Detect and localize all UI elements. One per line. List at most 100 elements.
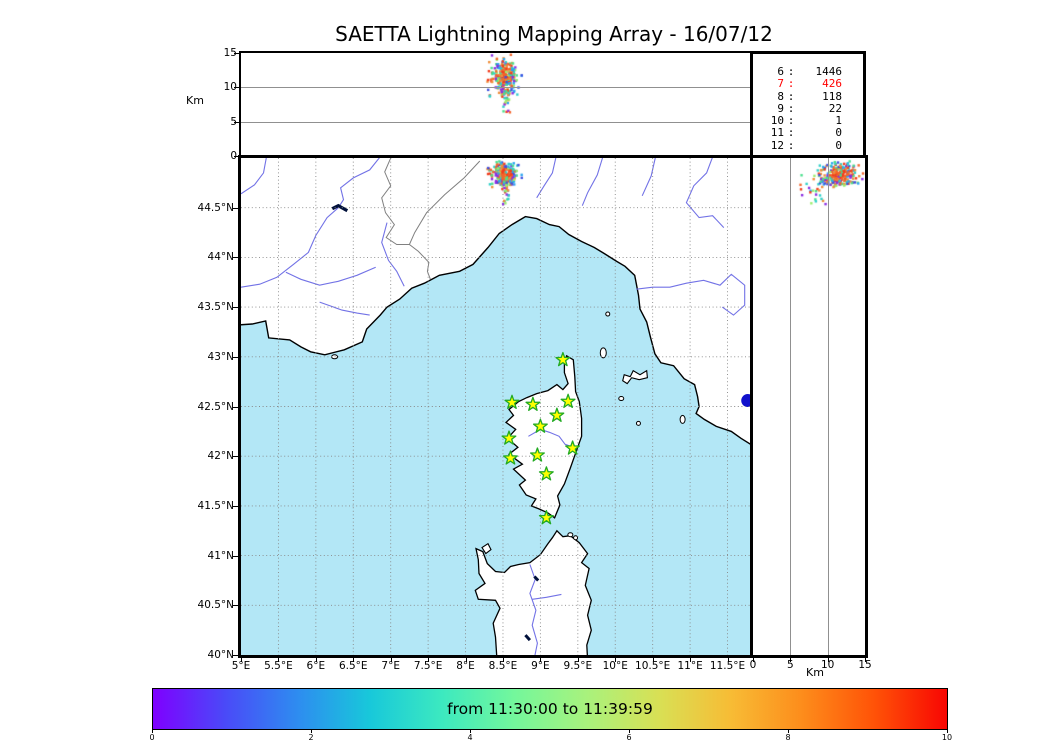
right-xtick-label: 15 xyxy=(858,659,872,671)
map-lon-tick xyxy=(690,658,692,662)
map-lon-tick-label: 6°E xyxy=(306,660,326,672)
map-lat-tick xyxy=(233,207,238,209)
count-row: 11:0 xyxy=(770,126,842,140)
map-lon-tick xyxy=(615,658,617,662)
map-lat-tick-label: 43°N xyxy=(207,350,234,363)
colorbar-tick xyxy=(470,730,471,733)
map-lat-tick-label: 40.5°N xyxy=(197,599,234,612)
map-lon-tick-label: 5°E xyxy=(231,660,251,672)
map-lon-tick-label: 8.5°E xyxy=(488,660,518,672)
map-lat-tick-label: 41.5°N xyxy=(197,499,234,512)
map-lat-tick-label: 43.5°N xyxy=(197,301,234,314)
right-xtick-label: 0 xyxy=(749,659,757,671)
right-xtick-label: 5 xyxy=(786,659,794,671)
map-lon-tick xyxy=(502,658,504,662)
colorbar-tick xyxy=(947,730,948,733)
map-lon-tick-label: 11°E xyxy=(677,660,703,672)
time-window-label: from 11:30:00 to 11:39:59 xyxy=(447,700,653,718)
top-ytick-label: 5 xyxy=(207,116,237,128)
count-row: 10:1 xyxy=(770,114,842,128)
map-lat-tick-label: 44°N xyxy=(207,251,234,264)
colorbar-tick xyxy=(311,730,312,733)
map-lon-tick xyxy=(727,658,729,662)
source-counts-table: 6:1446 7:426 8:118 9:22 10:1 11:0 12:0 xyxy=(750,51,866,160)
map-lon-tick xyxy=(241,658,242,662)
map-lon-tick-label: 8°E xyxy=(456,660,475,672)
top-ytick-label: 0 xyxy=(207,150,237,162)
map-lon-tick-label: 6.5°E xyxy=(338,660,368,672)
count-row: 8:118 xyxy=(777,89,842,103)
source-counts-panel xyxy=(750,51,866,160)
map-lon-tick-label: 7°E xyxy=(381,660,400,672)
altitude-gridline xyxy=(790,158,792,655)
map-lon-tick xyxy=(315,658,317,662)
map-lat-tick xyxy=(233,505,238,507)
map-lon-tick-label: 5.5°E xyxy=(264,660,293,672)
map-lon-tick xyxy=(353,658,355,662)
map-lon-tick-label: 7.5°E xyxy=(413,660,443,672)
map-lat-tick xyxy=(233,555,238,557)
top-ytick-label: 15 xyxy=(223,47,237,59)
page-title: SAETTA Lightning Mapping Array - 16/07/1… xyxy=(335,22,773,46)
map-lon-tick xyxy=(652,658,654,662)
top-ytick xyxy=(234,121,239,123)
map-lon-tick-label: 10.5°E xyxy=(635,660,671,672)
colorbar-tick-label: 10 xyxy=(941,733,953,742)
map-lat-tick-label: 44.5°N xyxy=(197,201,234,214)
top-ytick xyxy=(234,156,239,157)
right-xtick xyxy=(865,658,866,662)
right-xtick-label: 10 xyxy=(820,659,835,671)
map-lon-tick xyxy=(278,658,280,662)
map-lon-tick xyxy=(540,658,542,662)
map-lat-tick-label: 42°N xyxy=(207,450,234,463)
right-xtick xyxy=(790,658,792,662)
count-row: 6:1446 xyxy=(777,65,842,78)
altitude-latitude-panel xyxy=(750,155,868,658)
map-lat-tick xyxy=(233,456,238,458)
map-lon-tick xyxy=(577,658,579,662)
top-ytick xyxy=(234,53,239,54)
altitude-longitude-scatter xyxy=(241,53,750,156)
map-lon-tick-label: 11.5°E xyxy=(709,660,746,672)
top-ytick-label: 10 xyxy=(223,81,237,94)
count-row: 9:22 xyxy=(777,101,842,115)
right-axis-label: Km xyxy=(806,666,824,679)
map-lon-tick xyxy=(428,658,430,662)
map-lon-tick-label: 9.5°E xyxy=(563,660,593,672)
map-lat-tick-label: 40°N xyxy=(207,649,234,661)
colorbar-tick-label: 4 xyxy=(467,733,473,742)
colorbar-tick-label: 8 xyxy=(785,733,791,742)
map-panel xyxy=(238,155,753,658)
altitude-gridline xyxy=(241,87,750,89)
time-colorbar: from 11:30:00 to 11:39:59 xyxy=(152,688,948,730)
map-lat-tick xyxy=(233,655,238,656)
map-lat-tick xyxy=(233,356,238,358)
count-row: 12:0 xyxy=(770,138,842,152)
colorbar-tick xyxy=(788,730,789,733)
top-ytick xyxy=(234,87,239,89)
map-lon-tick xyxy=(465,658,467,662)
map-lat-tick-label: 42.5°N xyxy=(197,400,234,413)
colorbar-tick xyxy=(629,730,630,733)
map-lon-tick-label: 10°E xyxy=(602,660,628,672)
map-scatter xyxy=(241,158,750,655)
map-lat-tick xyxy=(233,257,238,259)
altitude-gridline xyxy=(827,158,829,655)
map-lat-tick xyxy=(233,307,238,309)
colorbar-tick-label: 2 xyxy=(308,733,314,742)
right-xtick xyxy=(753,658,754,662)
altitude-latitude-scatter xyxy=(753,158,865,655)
map-lon-tick xyxy=(390,658,392,662)
map-lat-tick xyxy=(233,605,238,607)
map-lon-tick-label: 9°E xyxy=(531,660,550,672)
altitude-axis-label: Km xyxy=(186,94,204,107)
altitude-longitude-panel xyxy=(239,51,752,160)
right-xtick xyxy=(827,658,829,662)
colorbar-tick-label: 6 xyxy=(626,733,632,742)
map-lat-tick xyxy=(233,406,238,408)
count-row: 7:426 xyxy=(777,77,842,91)
colorbar-tick xyxy=(152,730,153,733)
colorbar-tick-label: 0 xyxy=(149,733,155,742)
map-lat-tick-label: 41°N xyxy=(207,549,234,562)
